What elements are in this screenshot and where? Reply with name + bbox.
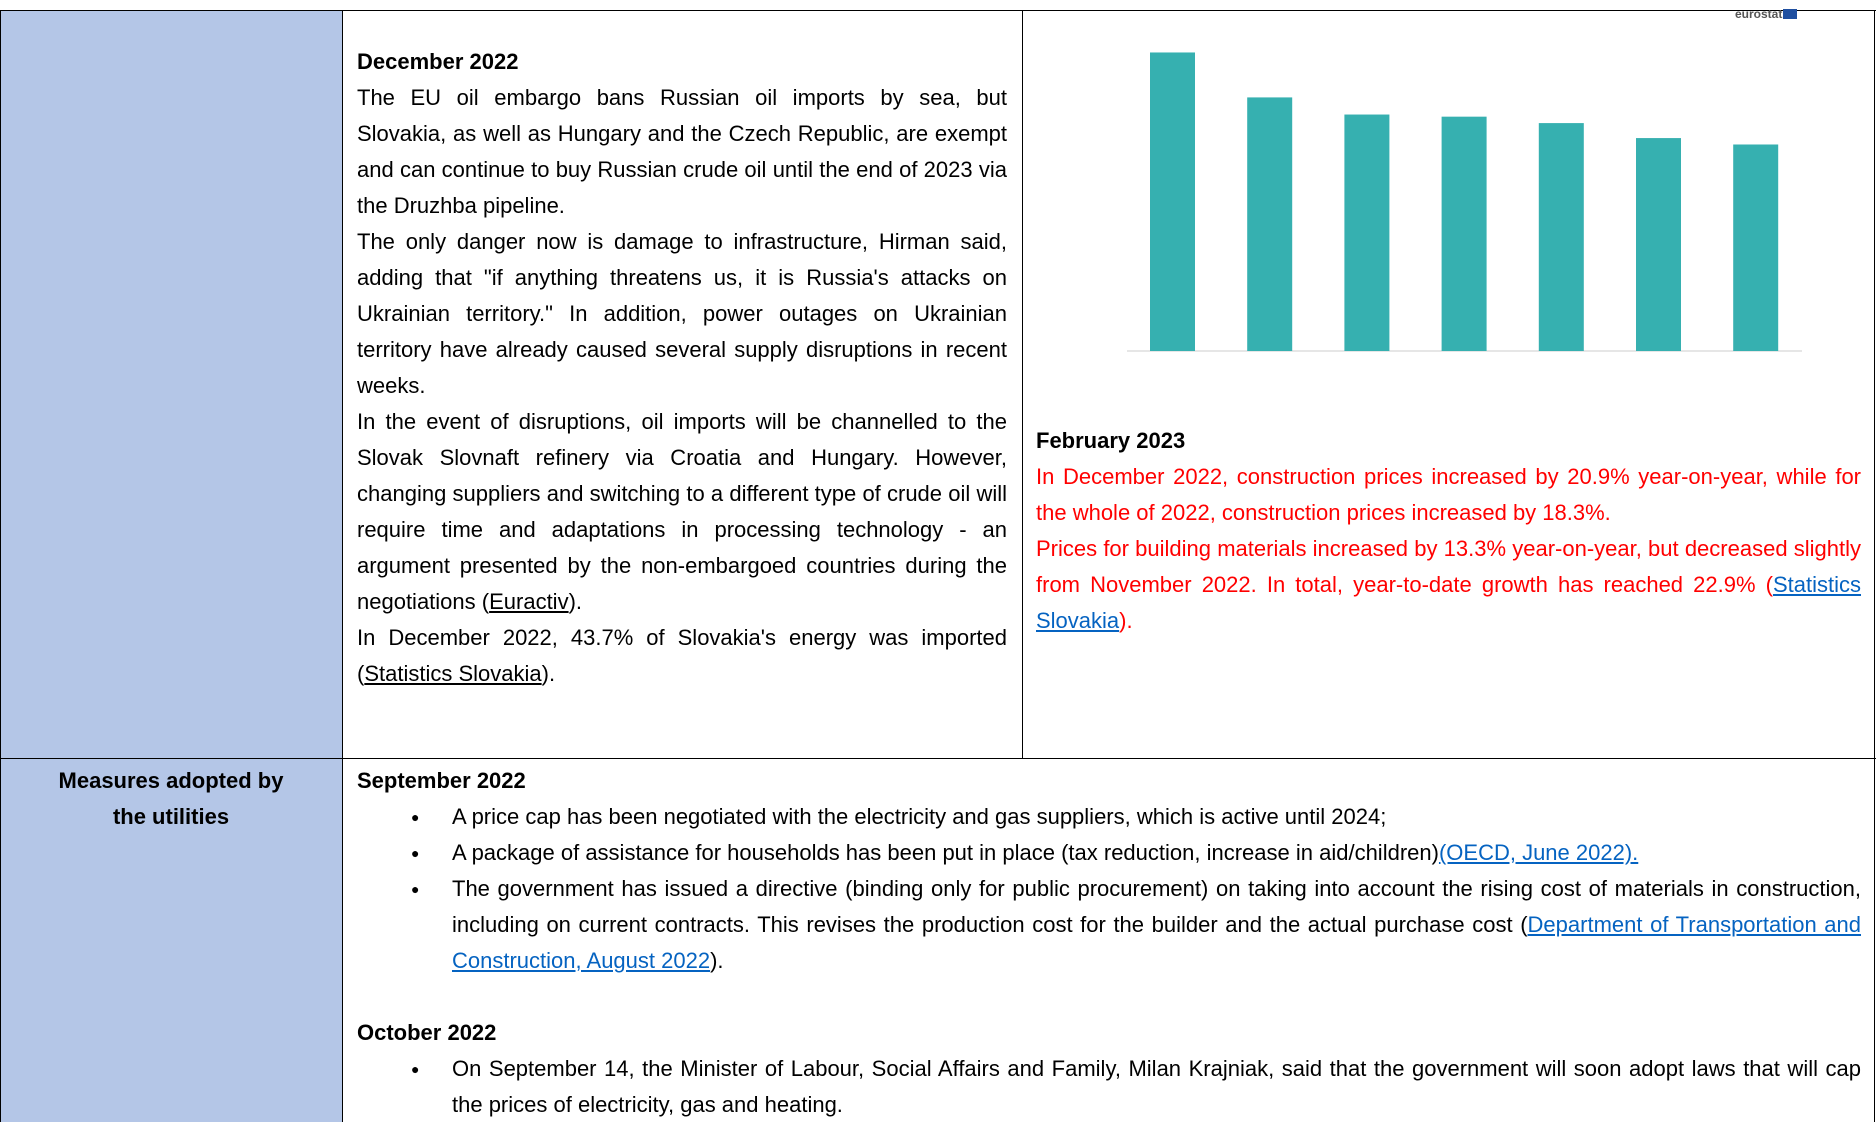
text: ). (541, 661, 556, 686)
text: Prices for building materials increased … (1036, 536, 1861, 597)
bullet-dot: ● (411, 881, 420, 897)
bullet-list: ● A price cap has been negotiated with th… (411, 799, 1861, 979)
bar (1344, 114, 1390, 351)
text: The only danger now is damage to infrast… (357, 229, 1007, 398)
bullet: ● A package of assistance for households … (411, 835, 1861, 871)
bullet-list: ● On September 14, the Minister of Labour… (411, 1051, 1861, 1123)
link[interactable]: Euractiv (489, 589, 569, 614)
text: ). (568, 589, 583, 614)
bar (1733, 144, 1779, 351)
row-label: Measures adopted by the utilities (58, 768, 284, 829)
text: A price cap has been negotiated with the… (452, 804, 1387, 829)
text: In December 2022, 43.7% of Slovakia's en… (357, 625, 1007, 686)
text: On September 14, the Minister of Labour,… (452, 1056, 1861, 1117)
heading: December 2022 (357, 49, 519, 74)
bullet: ● The government has issued a directive (… (411, 871, 1861, 979)
border (342, 10, 343, 1122)
paragraph: In the event of disruptions, oil imports… (357, 404, 1007, 620)
heading: September 2022 (357, 768, 526, 793)
text: In the event of disruptions, oil imports… (357, 409, 1007, 614)
link[interactable]: Statistics Slovakia (1036, 572, 1861, 633)
bar (1441, 116, 1487, 351)
text: In December 2022, construction prices in… (1036, 464, 1861, 525)
paragraph: The only danger now is damage to infrast… (357, 224, 1007, 404)
bullet-dot: ● (411, 845, 420, 861)
chart-brand: eurostat (1735, 7, 1782, 21)
bullet-dot: ● (411, 1061, 420, 1077)
link[interactable]: Statistics Slovakia (364, 661, 542, 686)
embedded-chart: eurostat (1127, 7, 1802, 352)
paragraph: Prices for building materials increased … (1036, 531, 1861, 639)
border (0, 10, 1876, 11)
border (1022, 10, 1023, 758)
text: A package of assistance for households h… (452, 840, 1439, 865)
border (0, 758, 1876, 759)
text: The government has issued a directive (b… (452, 876, 1861, 937)
bar (1636, 138, 1681, 351)
bullet: ● On September 14, the Minister of Labour… (411, 1051, 1861, 1123)
brand-flag (1783, 9, 1797, 19)
link[interactable]: Department of Transportation and Constru… (452, 912, 1861, 973)
left-column (0, 10, 342, 1122)
paragraph: In December 2022, 43.7% of Slovakia's en… (357, 620, 1007, 692)
paragraph: In December 2022, construction prices in… (1036, 459, 1861, 531)
bar (1538, 123, 1584, 351)
bullet: ● A price cap has been negotiated with th… (411, 799, 1861, 835)
border (1874, 10, 1875, 1122)
text: ). (1119, 608, 1133, 633)
right-cell: February 2023 In December 2022, construct… (1036, 423, 1861, 639)
heading: February 2023 (1036, 428, 1186, 453)
bar (1247, 97, 1293, 351)
text: ). (710, 948, 724, 973)
text: The EU oil embargo bans Russian oil impo… (357, 85, 1007, 218)
measures-cell: September 2022 ● A price cap has been nego… (357, 763, 1861, 1123)
border (0, 10, 1, 1122)
bar (1150, 52, 1195, 351)
paragraph: The EU oil embargo bans Russian oil impo… (357, 80, 1007, 224)
heading: October 2022 (357, 1020, 497, 1045)
middle-cell: December 2022 The EU oil embargo bans Rus… (357, 44, 1007, 692)
link[interactable]: (OECD, June 2022). (1438, 840, 1639, 865)
bullet-dot: ● (411, 809, 420, 825)
